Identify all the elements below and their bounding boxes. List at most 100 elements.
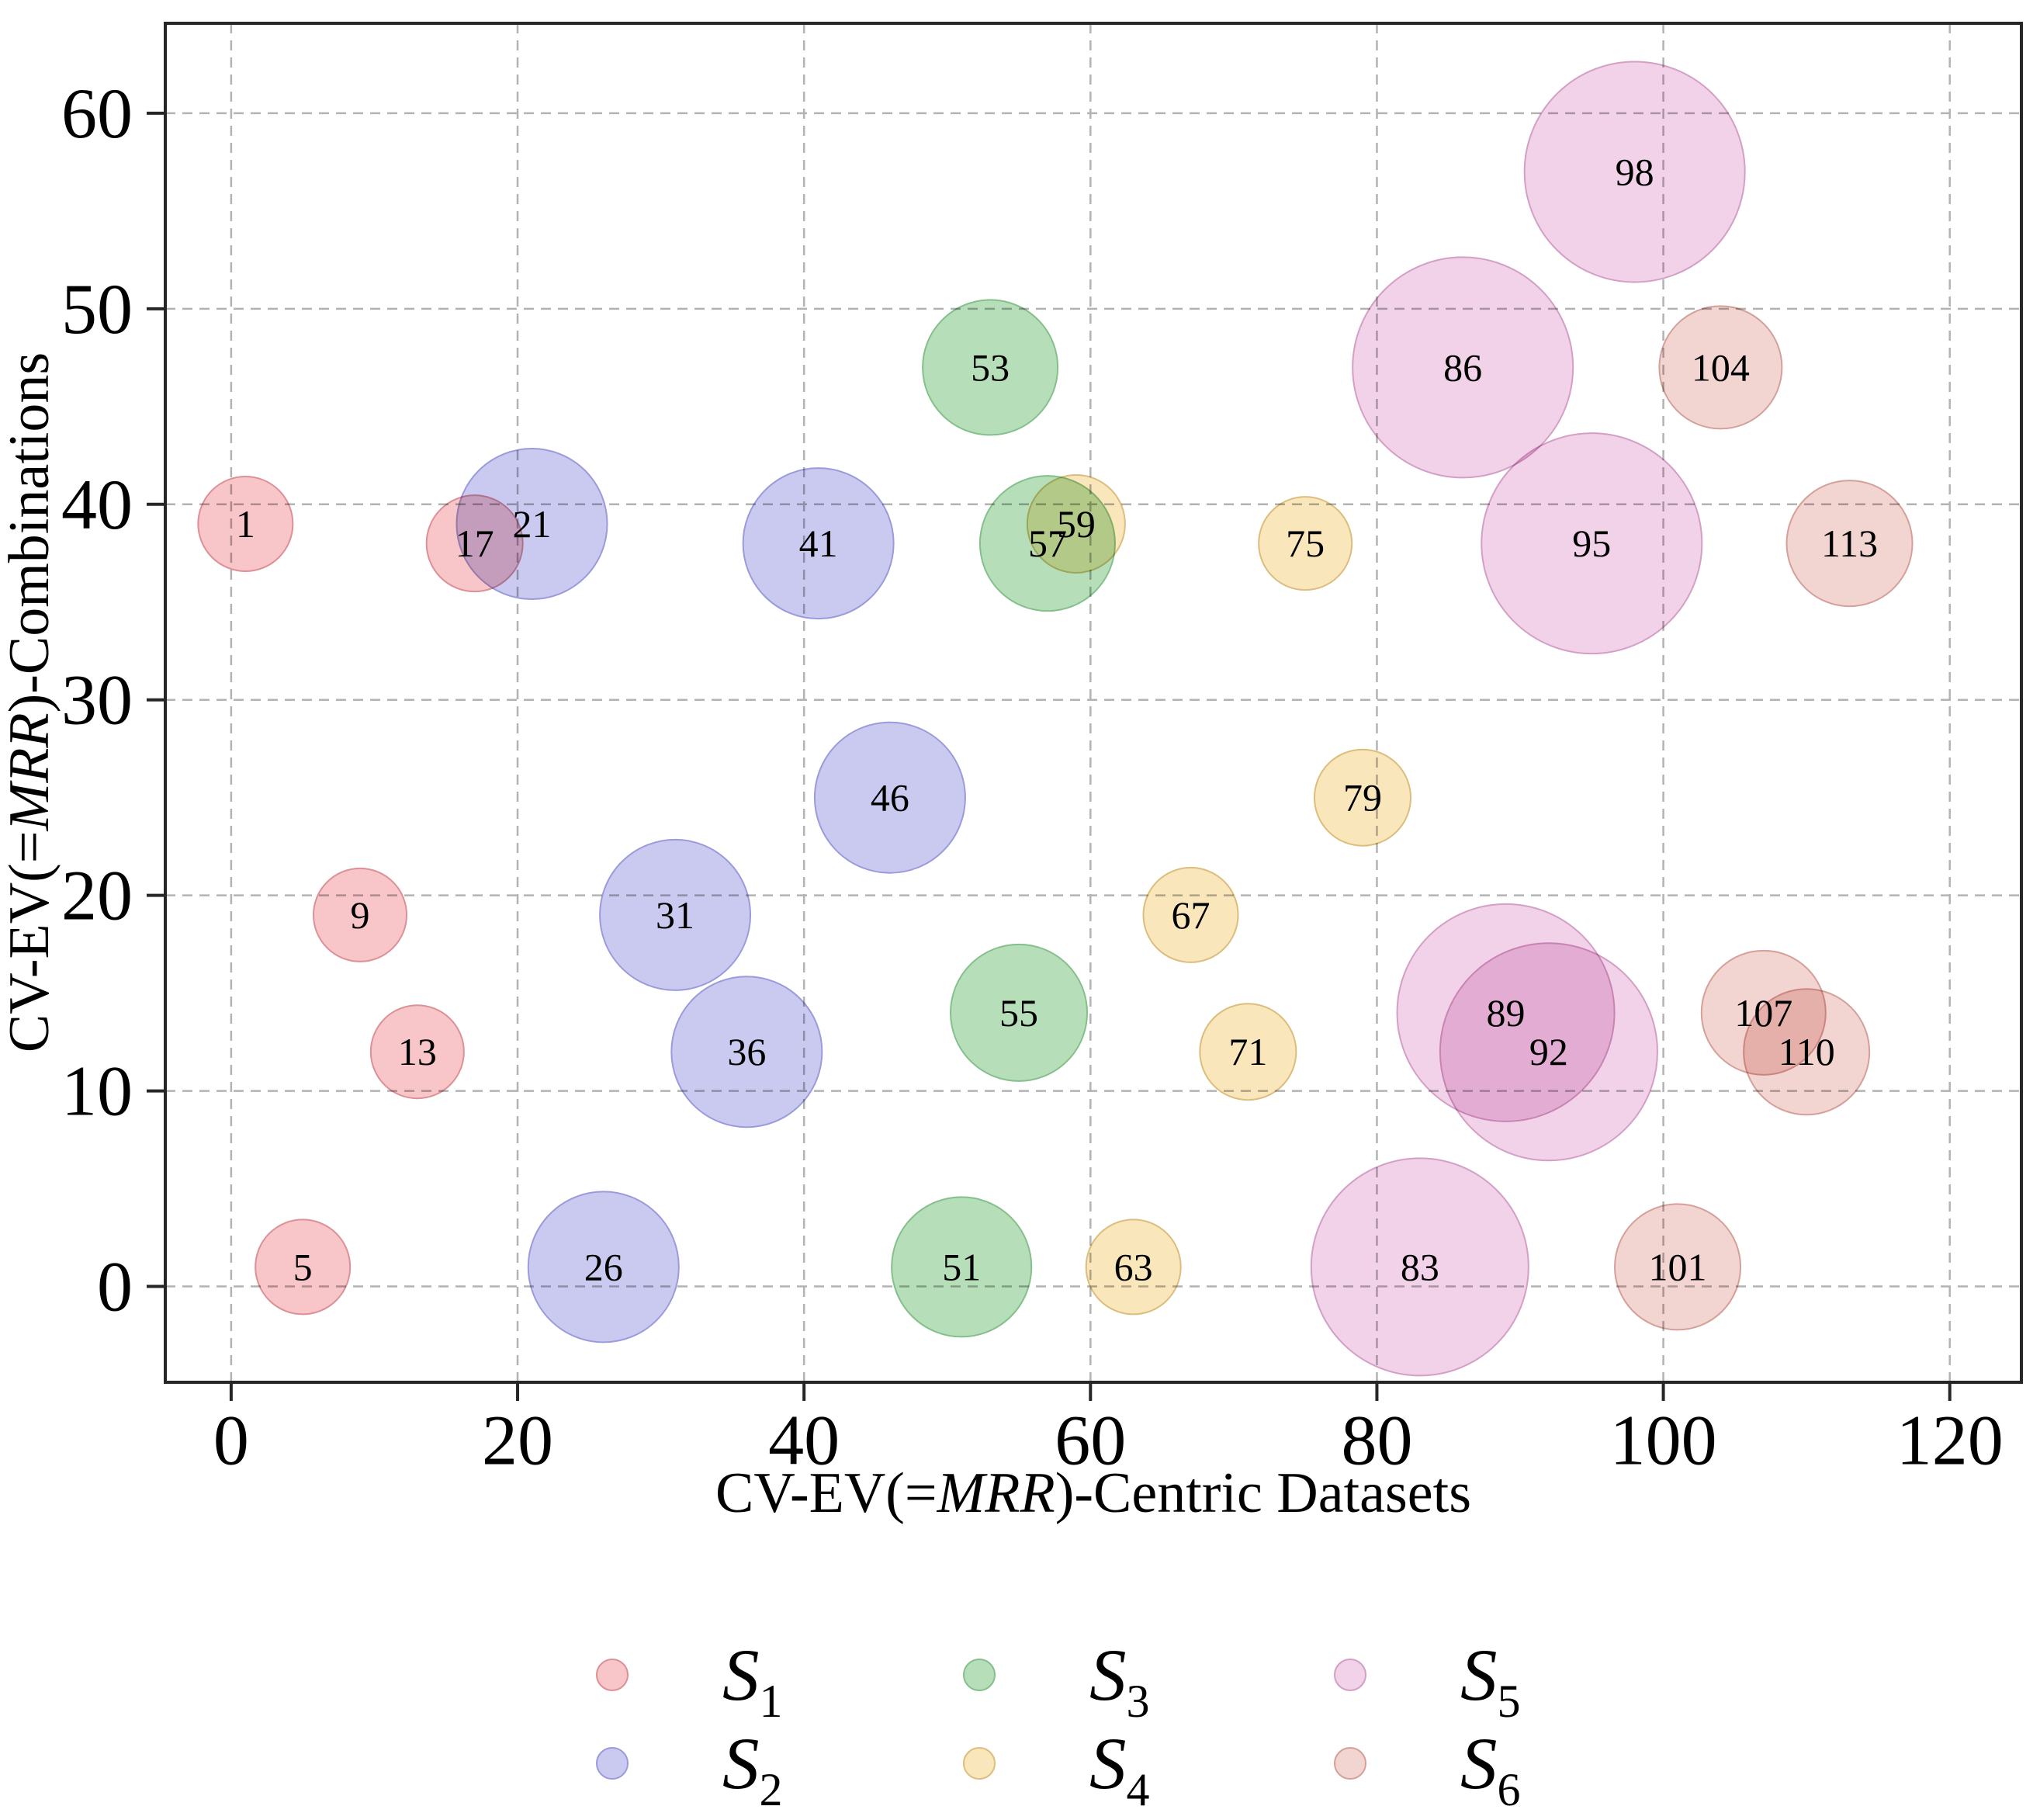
bubble-label-98: 98	[1616, 150, 1654, 193]
bubble-label-13: 13	[398, 1030, 437, 1073]
bubble-13	[369, 1004, 465, 1100]
bubble-label-31: 31	[656, 893, 694, 937]
legend-marker-S1	[596, 1659, 629, 1691]
bubble-75	[1258, 496, 1353, 591]
bubble-label-75: 75	[1286, 522, 1325, 565]
bubble-46	[813, 721, 966, 874]
bubble-label-5: 5	[293, 1245, 313, 1288]
bubble-92	[1439, 942, 1658, 1162]
bubble-55	[950, 943, 1089, 1082]
bubble-label-51: 51	[942, 1245, 981, 1288]
bubble-label-46: 46	[871, 776, 909, 820]
plot-frame	[164, 22, 2023, 1384]
axis-layer: 0 20 40 60 80 100 120 0 10 20 30 40 50 60	[61, 22, 2023, 1480]
bubble-label-92: 92	[1529, 1030, 1568, 1073]
bubble-113	[1785, 480, 1914, 608]
bubble-9	[313, 867, 408, 962]
bubble-label-36: 36	[727, 1030, 766, 1073]
x-tick-label: 20	[482, 1401, 553, 1480]
bubble-98	[1523, 61, 1746, 283]
bubble-label-86: 86	[1443, 345, 1482, 389]
bubble-36	[670, 976, 823, 1128]
bubble-41	[742, 467, 895, 620]
bubble-label-101: 101	[1649, 1245, 1707, 1288]
bubble-label-59: 59	[1057, 502, 1096, 546]
grid-layer	[165, 23, 2021, 1382]
bubble-71	[1199, 1003, 1297, 1101]
x-tick-label: 0	[213, 1401, 249, 1480]
bubble-1	[197, 475, 294, 572]
legend-item-S4: S4	[963, 1722, 1150, 1815]
x-tick-label: 120	[1896, 1401, 2004, 1480]
legend-marker-S3	[963, 1659, 996, 1691]
legend-marker-S5	[1334, 1659, 1366, 1691]
bubble-51	[891, 1196, 1033, 1338]
bubble-67	[1142, 866, 1239, 963]
bubble-5	[255, 1219, 352, 1316]
bubble-95	[1481, 432, 1703, 655]
series-S2	[455, 447, 966, 1343]
y-tick-label: 0	[97, 1247, 133, 1326]
legend-label-S1: S1	[722, 1634, 783, 1727]
bubble-53	[922, 299, 1059, 436]
bubble-label-104: 104	[1692, 345, 1750, 389]
bubble-label-110: 110	[1779, 1030, 1835, 1073]
series-S5	[1310, 61, 1746, 1377]
bubble-63	[1085, 1219, 1182, 1316]
bubble-label-9: 9	[351, 893, 370, 937]
bubble-label-17: 17	[455, 522, 494, 565]
y-tick-label: 40	[61, 465, 133, 544]
bubble-101	[1614, 1203, 1742, 1331]
bubble-label-79: 79	[1343, 776, 1382, 820]
legend-label-S3: S3	[1089, 1634, 1150, 1727]
bubble-label-107: 107	[1734, 991, 1792, 1035]
bubble-59	[1026, 473, 1126, 574]
legend-item-S6: S6	[1334, 1722, 1521, 1815]
y-tick-label: 50	[61, 269, 133, 348]
y-tick-label: 10	[61, 1052, 133, 1131]
legend-item-S3: S3	[963, 1634, 1150, 1727]
bubble-label-41: 41	[799, 522, 838, 565]
y-tick-label: 20	[61, 856, 133, 935]
bubble-label-21: 21	[512, 502, 551, 546]
y-tick-label: 30	[61, 660, 133, 740]
bubble-110	[1743, 988, 1871, 1116]
legend-item-S1: S1	[596, 1634, 783, 1727]
y-tick-label: 60	[61, 74, 133, 153]
bubble-label-1: 1	[236, 502, 255, 546]
legend-marker-S2	[596, 1747, 629, 1780]
bubble-label-26: 26	[584, 1245, 623, 1288]
bubble-26	[527, 1191, 680, 1343]
x-tick-label: 80	[1341, 1401, 1412, 1480]
bubble-label-67: 67	[1172, 893, 1210, 937]
y-axis-title: CV-EV(=MRR)-Combinations	[0, 352, 61, 1052]
x-tick-label: 40	[768, 1401, 840, 1480]
bubble-label-53: 53	[971, 345, 1010, 389]
bubble-label-83: 83	[1401, 1245, 1439, 1288]
bubble-79	[1313, 748, 1411, 847]
bubble-31	[599, 838, 752, 991]
legend-marker-S6	[1334, 1747, 1366, 1780]
bubble-83	[1310, 1157, 1529, 1377]
bubble-label-57: 57	[1028, 522, 1067, 565]
legend-item-S2: S2	[596, 1722, 783, 1815]
bubble-label-89: 89	[1487, 991, 1526, 1035]
bubble-104	[1658, 305, 1783, 430]
legend-marker-S4	[963, 1747, 996, 1780]
bubble-label-113: 113	[1821, 522, 1878, 565]
legend-label-S4: S4	[1089, 1722, 1150, 1815]
x-axis-title: CV-EV(=MRR)-Centric Datasets	[715, 1461, 1471, 1525]
bubble-label-71: 71	[1228, 1030, 1267, 1073]
x-tick-label: 60	[1055, 1401, 1126, 1480]
legend-item-S5: S5	[1334, 1634, 1521, 1727]
bubble-label-55: 55	[999, 991, 1038, 1035]
bubble-label-95: 95	[1572, 522, 1611, 565]
legend-label-S6: S6	[1460, 1722, 1521, 1815]
series-S4	[1026, 473, 1411, 1316]
x-tick-label: 100	[1610, 1401, 1717, 1480]
bubble-86	[1352, 256, 1574, 479]
